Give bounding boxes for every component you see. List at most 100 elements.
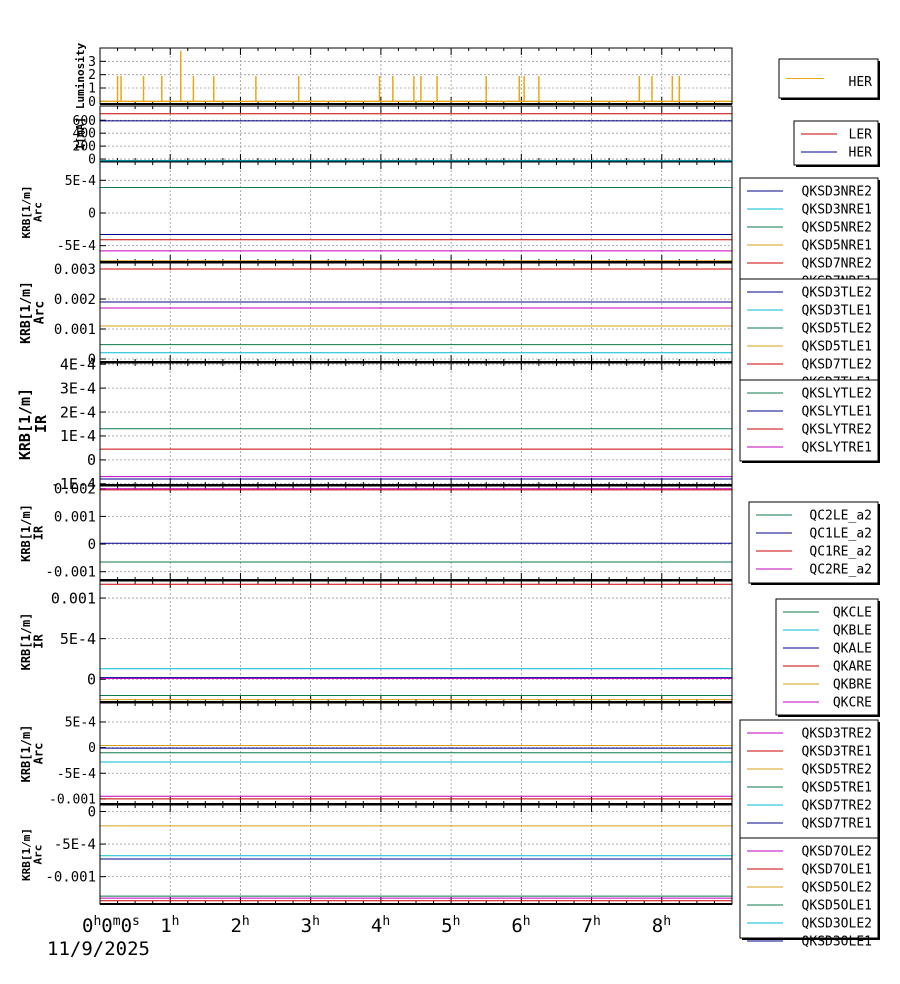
plot-frame [99,362,733,486]
legend-label: QKSLYTLE2 [802,387,872,402]
y-tick-label: 0.002 [54,482,96,498]
legend: QKSD3TLE2 QKSD3TLE1 QKSD5TLE2 QKSD5TLE1 QKSD… [739,278,880,399]
legend: QKSD3TRE2 QKSD3TRE1 QKSD5TRE2 QKSD5TRE1 QKSD… [739,719,880,840]
x-tick-label: 5h [441,914,460,938]
legend-label: QKSD3NRE2 [802,185,872,200]
legend-box [775,598,879,716]
legend-label: QKSD7TRE1 [802,817,872,832]
legend-label: QKSD3OLE1 [802,935,872,950]
y-axis-label: KRB[1/m]Arc [19,725,46,783]
y-tick-label: 0 [88,352,96,368]
y-axis-label: KRB[1/m]IR [19,504,46,562]
legend-label: QKSLYTRE2 [802,423,872,438]
panel-4: 0.003 0.002 0.001 0 KRB[1/m]Arc [19,262,733,368]
legend-label: QC2LE_a2 [809,509,872,524]
y-tick-label: 0 [88,95,96,110]
x-tick-label: 2h [230,914,249,938]
legend-label: QKARE [833,660,872,675]
legend-label: QKSD5TRE2 [802,763,872,778]
y-tick-label: 400 [73,127,96,142]
legend-label: QKSD7OLE2 [802,845,872,860]
plot-frame [99,47,733,105]
legend-label: QKSD5NRE1 [802,239,872,254]
y-tick-label: 1E-4 [60,427,96,445]
plot-frame [99,804,733,905]
legend-label: QKSD7NRE2 [802,257,872,272]
y-axis-label: KRB[1/m]Arc [20,186,45,239]
legend-label: QKSD3TRE2 [802,727,872,742]
legend-label: QKSD5NRE2 [802,221,872,236]
legend: QKCLE QKBLE QKALE QKARE QKBRE QKCRE [775,598,880,717]
legend-label: HER [849,146,873,161]
legend: QKSD7OLE2 QKSD7OLE1 QKSD5OLE2 QKSD5OLE1 QKSD… [739,837,880,950]
legend-label: QC1LE_a2 [809,527,872,542]
legend-label: QKSD7OLE1 [802,863,872,878]
legend-label: QKCLE [833,606,872,621]
x-tick-label: 4h [371,914,390,938]
y-axis-label: Luminosity [74,43,87,110]
y-axis-label: KRB[1/m]Arc [20,828,45,881]
plot-frame [99,580,733,703]
legend-label: QKBRE [833,678,872,693]
y-tick-label: 5E-4 [60,630,96,648]
x-tick-label: 7h [582,914,601,938]
y-tick-label: 0.001 [54,322,96,338]
legend-box [739,278,879,398]
plot-frame [99,485,733,581]
y-tick-label: 2E-4 [60,403,96,421]
date-label: 11/9/2025 [47,938,150,960]
y-axis-label: KRB[1/m]IR [19,613,46,671]
y-tick-label: 0 [88,804,96,820]
plot-frame [99,161,733,263]
legend-label: QKCRE [833,696,872,711]
y-tick-label: 0 [87,451,96,469]
y-tick-label: -5E-4 [54,837,96,853]
legend-box [793,120,879,166]
legend-label: HER [849,75,873,90]
panel-7: 0.001 5E-4 0 KRB[1/m]IR [19,580,733,703]
y-tick-label: 0 [88,537,96,553]
legend: LER HER [793,120,880,167]
legend-label: QKSD5TLE2 [802,322,872,337]
x-tick-label: 0h0m0s [82,914,140,938]
legend-label: QKSD7TRE2 [802,799,872,814]
y-tick-label: -5E-4 [57,767,96,782]
x-tick-label: 8h [652,914,671,938]
legend-label: QKSLYTRE1 [802,441,872,456]
legend-label: QKSD3NRE1 [802,203,872,218]
y-tick-label: 0 [88,153,96,168]
y-tick-label: 4E-4 [60,355,96,373]
x-tick-label: 3h [301,914,320,938]
legend-label: QKSLYTLE1 [802,405,872,420]
y-axis-label: KRB[1/m]Arc [19,281,48,344]
legend: QKSLYTLE2 QKSLYTLE1 QKSLYTRE2 QKSLYTRE1 [739,379,880,463]
panel-3: 5E-4 0 -5E-4 KRB[1/m]Arc [20,160,733,263]
y-axis-label: I[mA] [74,117,87,150]
y-tick-label: 5E-4 [65,174,96,189]
x-tick-label: 1h [160,914,179,938]
y-tick-label: -0.001 [49,792,96,807]
legend-label: LER [849,128,873,143]
legend-label: QC1RE_a2 [809,545,872,560]
y-tick-label: 0 [88,741,96,756]
plot-frame [99,262,733,363]
y-tick-label: -0.001 [45,565,96,581]
y-axis-label: KRB[1/m]IR [16,388,50,460]
plot-frame [99,702,733,805]
legend-label: QKSD3OLE2 [802,917,872,932]
legend: HER [778,58,880,100]
panel-6: 0.002 0.001 0 -0.001 KRB[1/m]IR [19,482,733,581]
y-tick-label: 2 [88,68,96,83]
legend-label: QKSD5OLE2 [802,881,872,896]
y-tick-label: -1E-4 [51,475,96,493]
legend-box [739,837,879,939]
legend-label: QKSD5OLE1 [802,899,872,914]
y-tick-label: -5E-4 [57,239,96,254]
y-tick-label: 0 [87,671,96,689]
legend-label: QKSD3TLE1 [802,304,872,319]
y-tick-label: 3 [88,55,96,70]
